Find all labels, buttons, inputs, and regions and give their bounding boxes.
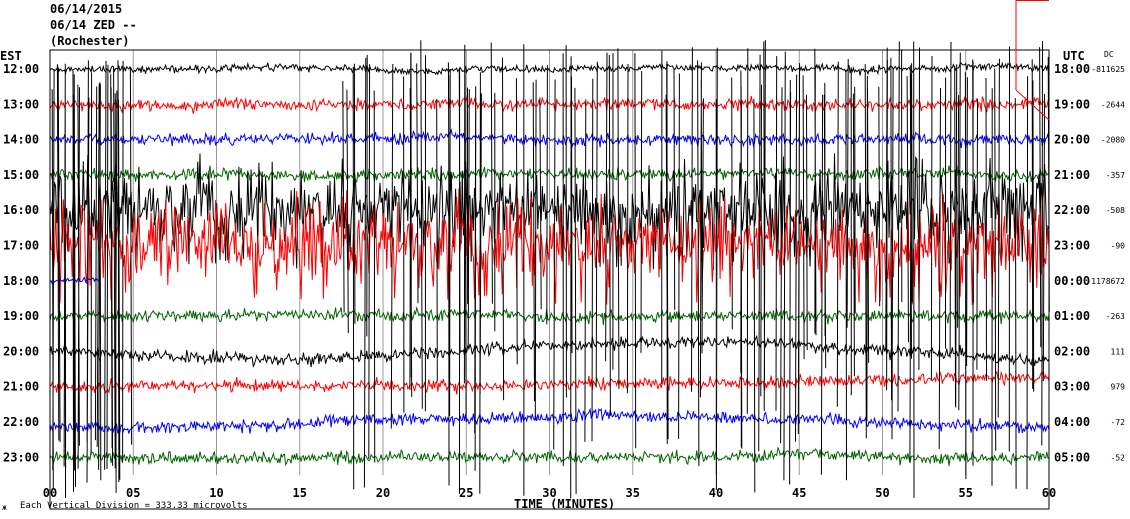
left-axis-title: EST [0,49,22,63]
x-tick-label: 35 [626,486,640,500]
est-label: 21:00 [3,380,39,394]
est-label: 13:00 [3,97,39,111]
est-label: 20:00 [3,344,39,358]
x-axis-title: TIME (MINUTES) [514,497,615,511]
x-tick-label: 10 [209,486,223,500]
dc-offset: -263 [1106,312,1125,321]
est-label: 22:00 [3,415,39,429]
trace-line [49,334,1050,368]
trace-line [49,61,1050,76]
trace-line [49,407,1050,435]
utc-label: 18:00 [1054,62,1090,76]
utc-label: 01:00 [1054,309,1090,323]
est-label: 17:00 [3,239,39,253]
trace-line [49,369,1050,395]
trace-line [49,95,1050,114]
dc-offset: 111 [1111,347,1126,356]
x-tick-label: 45 [792,486,806,500]
est-label: 15:00 [3,168,39,182]
utc-label: 02:00 [1054,344,1090,358]
dc-offset: -52 [1111,453,1126,462]
utc-label: 20:00 [1054,133,1090,147]
x-tick-label: 30 [542,486,556,500]
x-tick-label: 20 [376,486,390,500]
trace-line [49,165,1050,183]
event-spikes [51,40,1050,499]
dc-offset: -811625 [1091,65,1125,74]
x-tick-label: 40 [709,486,723,500]
dc-offset: -1178672 [1086,277,1125,286]
right-axis-title: UTC [1063,49,1085,63]
x-tick-label: 55 [959,486,973,500]
x-tick-label: 15 [293,486,307,500]
utc-label: 22:00 [1054,203,1090,217]
utc-label: 03:00 [1054,380,1090,394]
utc-label: 00:00 [1054,274,1090,288]
x-tick-label: 25 [459,486,473,500]
utc-label: 19:00 [1054,97,1090,111]
trace-line [49,446,1050,467]
est-label: 16:00 [3,203,39,217]
header-location: (Rochester) [50,34,130,48]
header-date: 06/14/2015 [50,2,123,16]
est-label: 14:00 [3,133,39,147]
dc-header: DC [1104,50,1114,59]
corner-mark-diag [1015,89,1050,121]
trace-line [49,128,1050,149]
est-label: 18:00 [3,274,39,288]
x-tick-label: 05 [126,486,140,500]
utc-label: 04:00 [1054,415,1090,429]
est-label: 23:00 [3,450,39,464]
dc-offset: -357 [1106,171,1125,180]
utc-label: 05:00 [1054,450,1090,464]
traces [49,40,1050,499]
dc-offset: -2644 [1101,100,1125,109]
dc-offset: -2080 [1101,136,1125,145]
dc-offset: -90 [1111,242,1126,251]
x-tick-label: 50 [875,486,889,500]
footer-icon: ж [2,503,7,512]
dc-offset: -508 [1106,206,1125,215]
trace-line [49,188,1050,306]
trace-line [49,306,1050,326]
header-station: 06/14 ZED -- [50,18,137,32]
dc-offset: -72 [1111,418,1126,427]
utc-label: 23:00 [1054,239,1090,253]
est-label: 19:00 [3,309,39,323]
scale-note: Each Vertical Division = 333.33 microvol… [20,501,248,511]
est-label: 12:00 [3,62,39,76]
dc-offset: 979 [1111,383,1126,392]
utc-label: 21:00 [1054,168,1090,182]
plot-frame [49,49,1050,510]
